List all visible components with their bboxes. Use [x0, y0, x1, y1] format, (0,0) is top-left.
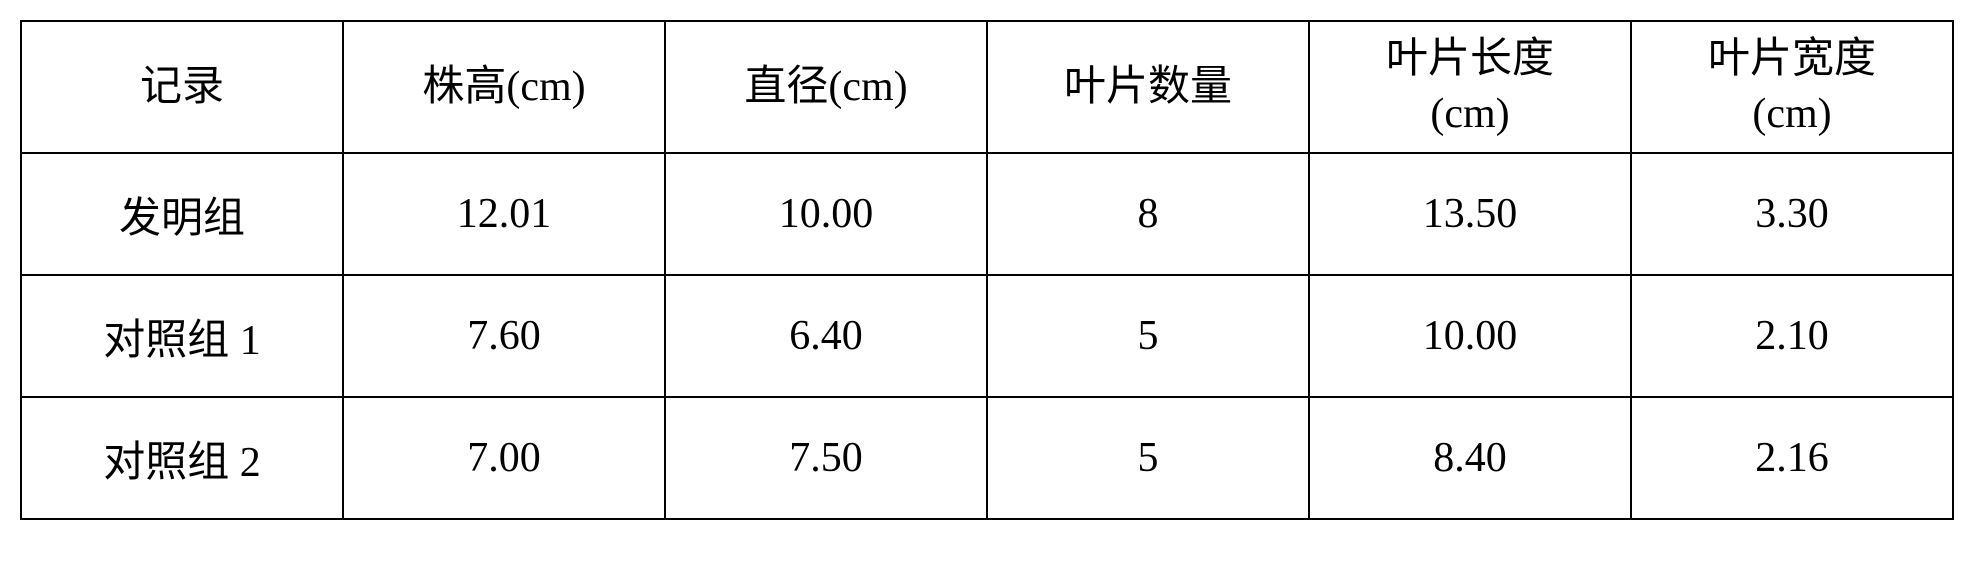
col-header-leaf-length-line2: (cm): [1430, 91, 1509, 137]
cell-value: 5: [987, 397, 1309, 519]
cell-value: 10.00: [665, 153, 987, 275]
cell-value: 6.40: [665, 275, 987, 397]
col-header-plant-height: 株高(cm): [343, 21, 665, 153]
row-label: 对照组 1: [21, 275, 343, 397]
cell-value: 13.50: [1309, 153, 1631, 275]
cell-value: 8.40: [1309, 397, 1631, 519]
cell-value: 3.30: [1631, 153, 1953, 275]
col-header-diameter: 直径(cm): [665, 21, 987, 153]
cell-value: 2.16: [1631, 397, 1953, 519]
col-header-leaf-width: 叶片宽度 (cm): [1631, 21, 1953, 153]
table-row: 发明组 12.01 10.00 8 13.50 3.30: [21, 153, 1953, 275]
table-row: 对照组 1 7.60 6.40 5 10.00 2.10: [21, 275, 1953, 397]
row-label: 发明组: [21, 153, 343, 275]
row-label: 对照组 2: [21, 397, 343, 519]
col-header-leaf-length: 叶片长度 (cm): [1309, 21, 1631, 153]
col-header-leaf-width-line2: (cm): [1752, 91, 1831, 137]
col-header-record: 记录: [21, 21, 343, 153]
col-header-leaf-count: 叶片数量: [987, 21, 1309, 153]
col-header-leaf-width-line1: 叶片宽度: [1708, 36, 1876, 82]
cell-value: 2.10: [1631, 275, 1953, 397]
cell-value: 7.50: [665, 397, 987, 519]
table-header-row: 记录 株高(cm) 直径(cm) 叶片数量 叶片长度 (cm) 叶片宽度 (cm…: [21, 21, 1953, 153]
col-header-leaf-length-line1: 叶片长度: [1386, 36, 1554, 82]
data-table: 记录 株高(cm) 直径(cm) 叶片数量 叶片长度 (cm) 叶片宽度 (cm…: [20, 20, 1954, 520]
cell-value: 7.00: [343, 397, 665, 519]
cell-value: 7.60: [343, 275, 665, 397]
cell-value: 10.00: [1309, 275, 1631, 397]
cell-value: 12.01: [343, 153, 665, 275]
cell-value: 8: [987, 153, 1309, 275]
table-row: 对照组 2 7.00 7.50 5 8.40 2.16: [21, 397, 1953, 519]
cell-value: 5: [987, 275, 1309, 397]
